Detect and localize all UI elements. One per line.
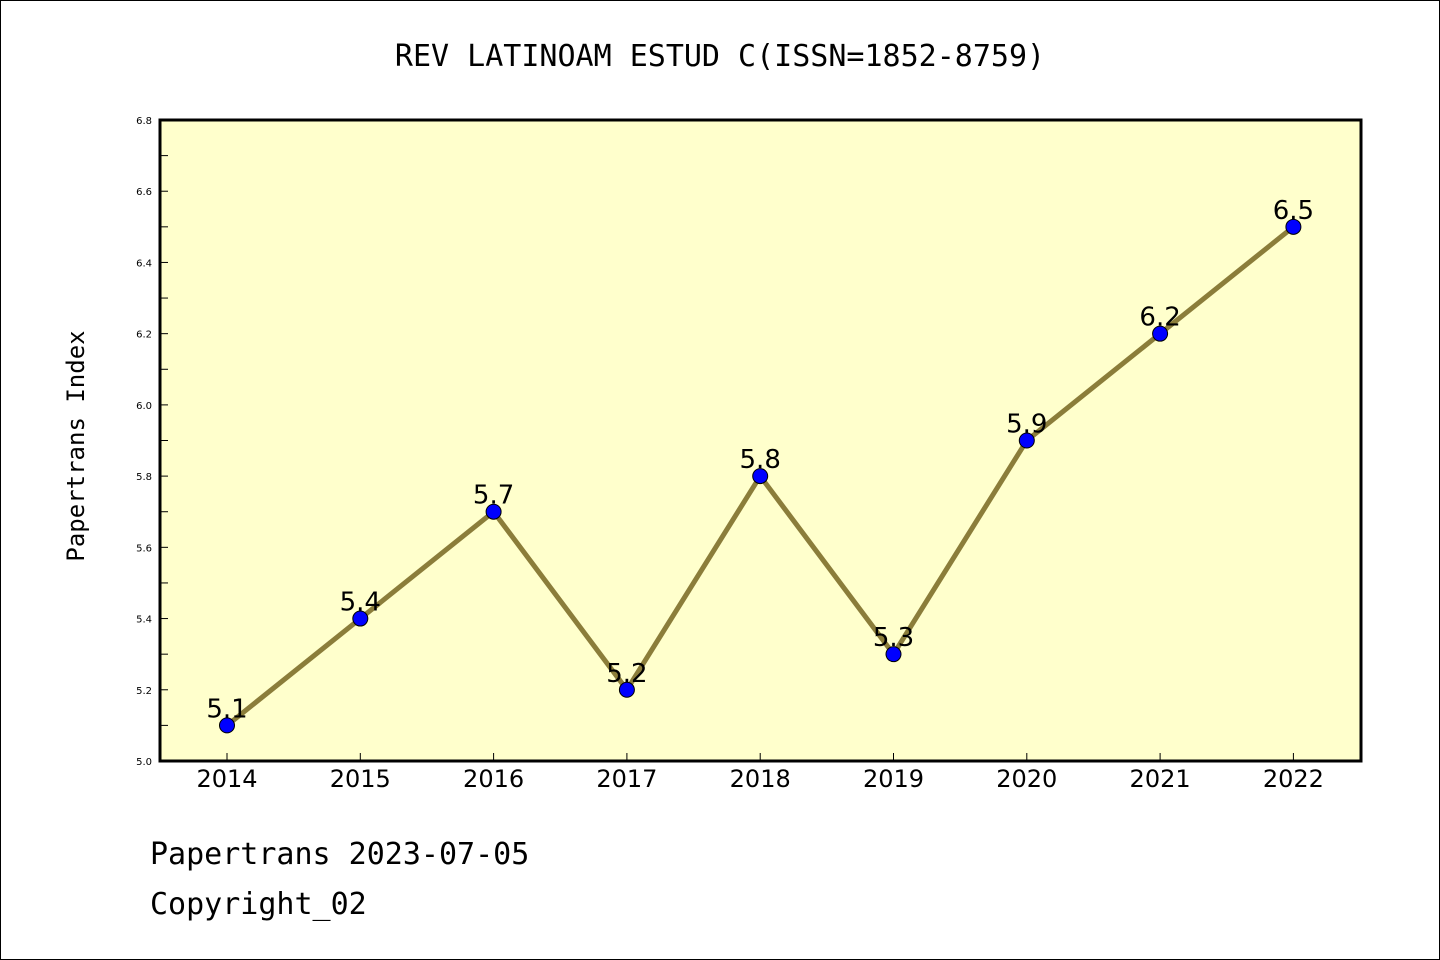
- data-label: 5.4: [340, 588, 381, 618]
- x-tick-label: 2016: [463, 765, 524, 793]
- y-tick-label: 5.2: [136, 686, 152, 697]
- y-tick-label: 6.6: [136, 187, 152, 198]
- data-point: [1018, 432, 1035, 449]
- y-tick-label: 6.2: [136, 330, 152, 341]
- data-point: [219, 717, 235, 734]
- data-point: [352, 610, 369, 627]
- x-tick-label: 2021: [1130, 765, 1191, 793]
- data-point: [752, 468, 769, 485]
- series-papertrans-index: [219, 218, 1302, 734]
- x-tick-label: 2014: [196, 765, 257, 793]
- data-point: [618, 681, 635, 698]
- data-label: 5.9: [1006, 410, 1047, 440]
- y-tick-label: 6.4: [136, 258, 152, 269]
- y-tick-label: 5.0: [136, 757, 152, 768]
- x-tick-label: 2019: [863, 765, 924, 793]
- y-tick-label: 5.8: [136, 472, 152, 483]
- y-tick-label: 5.6: [136, 543, 152, 554]
- data-labels: 5.1 5.4 5.7 5.2 5.8 5.3 5.9 6.2 6.5: [206, 196, 1314, 725]
- data-point: [885, 646, 902, 663]
- x-tick-label: 2022: [1263, 765, 1324, 793]
- data-label: 5.8: [740, 445, 781, 475]
- data-point: [1152, 325, 1169, 342]
- data-label: 5.7: [473, 481, 514, 511]
- y-axis-label: Papertrans Index: [62, 330, 90, 561]
- data-label: 6.2: [1139, 303, 1180, 333]
- x-tick-label: 2015: [330, 765, 391, 793]
- footer-copyright: Copyright_02: [150, 887, 367, 922]
- x-tick-label: 2020: [996, 765, 1057, 793]
- plot-area: [160, 120, 1361, 761]
- data-label: 6.5: [1273, 196, 1314, 226]
- x-tick-label: 2018: [730, 765, 791, 793]
- y-tick-label: 6.8: [136, 116, 152, 127]
- data-label: 5.2: [606, 659, 647, 689]
- plot-border: [158, 118, 1363, 763]
- x-tick-label: 2017: [596, 765, 657, 793]
- data-label: 5.3: [873, 623, 914, 653]
- y-tick-label: 6.0: [136, 401, 152, 412]
- data-point: [1285, 218, 1302, 235]
- x-axis: 2014 2015 2016 2017 2018 2019 2020 2021 2022: [196, 753, 1324, 793]
- footer-date: Papertrans 2023-07-05: [150, 837, 529, 872]
- data-label: 5.1: [206, 694, 247, 724]
- y-tick-label: 5.4: [136, 615, 152, 626]
- y-axis: 5.0 5.2 5.4 5.6 5.8 6.0 6.2 6.4 6.6 6.8: [136, 116, 168, 768]
- data-point: [485, 503, 502, 520]
- chart-title: REV LATINOAM ESTUD C(ISSN=1852-8759): [395, 39, 1045, 74]
